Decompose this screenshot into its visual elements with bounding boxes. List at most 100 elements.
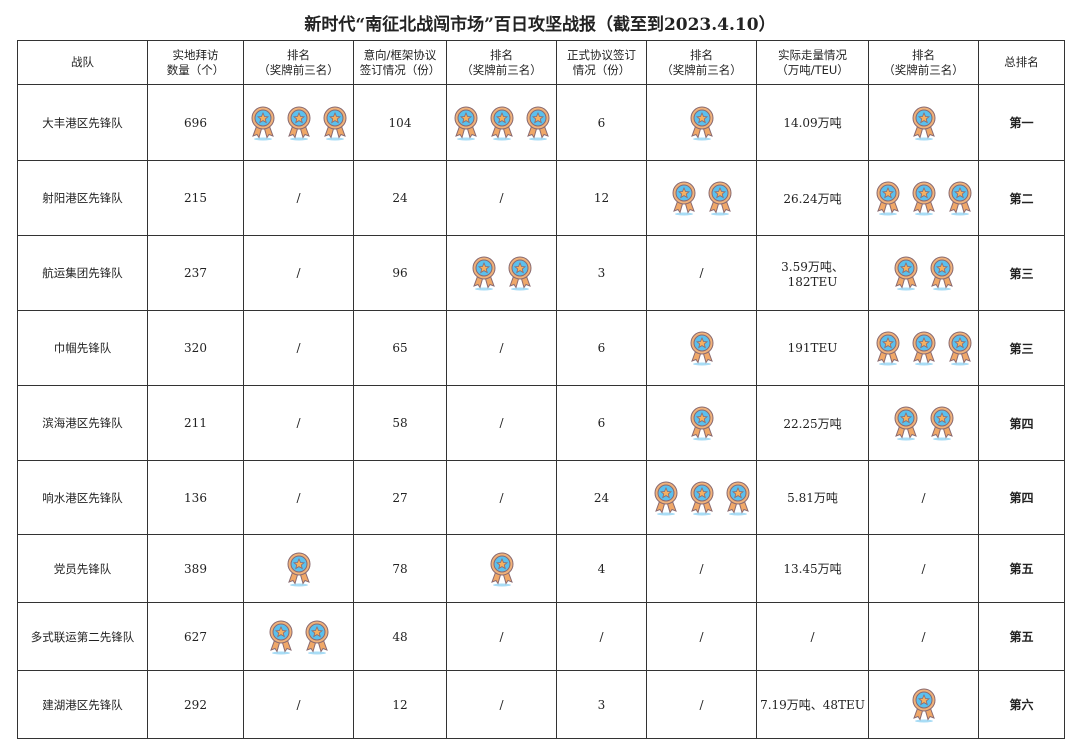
medal-icon — [873, 330, 903, 366]
intent-cell: 58 — [353, 385, 447, 461]
volume-cell: 26.24万吨 — [756, 160, 869, 236]
medal-cell: / — [446, 385, 557, 461]
total-cell: 第二 — [978, 160, 1065, 236]
table-row: 大丰港区先锋队 696 104 6 14.09万吨 第一 — [17, 84, 1065, 161]
table-row: 航运集团先锋队 237/96 3/3.59万吨、182TEU 第三 — [17, 235, 1065, 311]
intent-cell: 48 — [353, 602, 447, 671]
total-cell: 第六 — [978, 670, 1065, 739]
total-cell: 第四 — [978, 385, 1065, 461]
intent-cell: 65 — [353, 310, 447, 386]
medal-icon — [302, 619, 332, 655]
column-header: 排名 （奖牌前三名） — [646, 40, 757, 85]
medal-cell — [868, 310, 979, 386]
medal-icon — [284, 551, 314, 587]
medal-cell: / — [243, 235, 354, 311]
team-cell: 建湖港区先锋队 — [17, 670, 148, 739]
column-header: 排名 （奖牌前三名） — [868, 40, 979, 85]
volume-cell: 14.09万吨 — [756, 84, 869, 161]
medal-cell — [646, 460, 757, 535]
visits-cell: 237 — [147, 235, 244, 311]
medal-cell — [868, 160, 979, 236]
medal-icon — [651, 480, 681, 516]
medal-cell: / — [243, 160, 354, 236]
intent-cell: 78 — [353, 534, 447, 603]
table-row: 多式联运第二先锋队 627 48// / / / 第五 — [17, 602, 1065, 671]
medal-cell — [646, 84, 757, 161]
medal-cell: / — [243, 310, 354, 386]
formal-cell: 12 — [556, 160, 647, 236]
team-cell: 航运集团先锋队 — [17, 235, 148, 311]
medal-cell — [446, 84, 557, 161]
column-header: 实地拜访 数量（个） — [147, 40, 244, 85]
medal-icon — [487, 551, 517, 587]
medal-icon — [705, 180, 735, 216]
volume-cell: 3.59万吨、182TEU — [756, 235, 869, 311]
team-cell: 多式联运第二先锋队 — [17, 602, 148, 671]
medal-icon — [945, 330, 975, 366]
ranking-table: 战队 实地拜访 数量（个） 排名 （奖牌前三名） 意向/框架协议 签订情况（份） 排名 … — [17, 40, 1065, 739]
column-header: 总排名 — [978, 40, 1065, 85]
medal-cell — [646, 160, 757, 236]
volume-cell: 22.25万吨 — [756, 385, 869, 461]
medal-icon — [873, 180, 903, 216]
visits-cell: 389 — [147, 534, 244, 603]
medal-cell: / — [446, 602, 557, 671]
visits-cell: 696 — [147, 84, 244, 161]
medal-cell: / — [646, 670, 757, 739]
volume-cell: 7.19万吨、48TEU — [756, 670, 869, 739]
medal-icon — [523, 105, 553, 141]
formal-cell: / — [556, 602, 647, 671]
table-row: 响水港区先锋队 136/27/24 5.81万吨 / 第四 — [17, 460, 1065, 535]
medal-cell — [868, 385, 979, 461]
medal-cell: / — [243, 460, 354, 535]
medal-cell — [243, 602, 354, 671]
medal-cell: / — [446, 160, 557, 236]
column-header: 排名 （奖牌前三名） — [446, 40, 557, 85]
volume-cell: 191TEU — [756, 310, 869, 386]
intent-cell: 96 — [353, 235, 447, 311]
visits-cell: 215 — [147, 160, 244, 236]
medal-icon — [248, 105, 278, 141]
team-cell: 巾帼先锋队 — [17, 310, 148, 386]
table-row: 党员先锋队 389 78 4/13.45万吨 / 第五 — [17, 534, 1065, 603]
medal-icon — [451, 105, 481, 141]
medal-icon — [505, 255, 535, 291]
intent-cell: 27 — [353, 460, 447, 535]
header-row: 战队 实地拜访 数量（个） 排名 （奖牌前三名） 意向/框架协议 签订情况（份） 排名 … — [17, 40, 1065, 85]
page-title: 新时代“南征北战闯市场”百日攻坚战报（截至到2023.4.10） — [304, 15, 776, 35]
table-row: 射阳港区先锋队 215/24/12 26.24万吨 第二 — [17, 160, 1065, 236]
medal-icon — [909, 105, 939, 141]
intent-cell: 104 — [353, 84, 447, 161]
total-cell: 第三 — [978, 310, 1065, 386]
medal-icon — [487, 105, 517, 141]
intent-cell: 12 — [353, 670, 447, 739]
total-cell: 第三 — [978, 235, 1065, 311]
column-header: 战队 — [17, 40, 148, 85]
table-row: 滨海港区先锋队 211/58/6 22.25万吨 第四 — [17, 385, 1065, 461]
table-row: 巾帼先锋队 320/65/6 191TEU 第三 — [17, 310, 1065, 386]
medal-icon — [723, 480, 753, 516]
column-header: 正式协议签订 情况（份） — [556, 40, 647, 85]
medal-icon — [891, 405, 921, 441]
volume-cell: / — [756, 602, 869, 671]
column-header: 意向/框架协议 签订情况（份） — [353, 40, 447, 85]
medal-icon — [909, 180, 939, 216]
medal-cell: / — [868, 602, 979, 671]
medal-icon — [891, 255, 921, 291]
total-cell: 第五 — [978, 534, 1065, 603]
formal-cell: 4 — [556, 534, 647, 603]
formal-cell: 24 — [556, 460, 647, 535]
table-row: 建湖港区先锋队 292/12/3/7.19万吨、48TEU 第六 — [17, 670, 1065, 739]
medal-cell: / — [646, 602, 757, 671]
team-cell: 大丰港区先锋队 — [17, 84, 148, 161]
column-header: 实际走量情况 （万吨/TEU） — [756, 40, 869, 85]
medal-cell — [868, 84, 979, 161]
formal-cell: 3 — [556, 670, 647, 739]
medal-icon — [927, 405, 957, 441]
team-cell: 滨海港区先锋队 — [17, 385, 148, 461]
medal-icon — [669, 180, 699, 216]
visits-cell: 211 — [147, 385, 244, 461]
formal-cell: 6 — [556, 385, 647, 461]
medal-cell: / — [868, 534, 979, 603]
formal-cell: 6 — [556, 84, 647, 161]
